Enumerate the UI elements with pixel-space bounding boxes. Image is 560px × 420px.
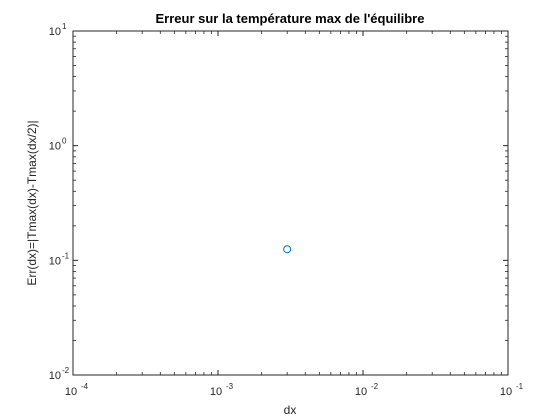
y-tick-exponent: -2 [62, 366, 70, 375]
y-tick-label: 10 [49, 26, 61, 38]
x-tick-label: 10 [355, 386, 367, 398]
x-tick-exponent: -3 [226, 382, 234, 391]
y-tick-label: 10 [49, 141, 61, 153]
tick-layer: 10 -4 10 -3 10 -2 10 -110 -210 -110 010 1 [49, 22, 524, 398]
x-tick-exponent: -4 [81, 382, 89, 391]
data-point [283, 245, 292, 254]
marks-layer [283, 245, 292, 254]
plot-area [72, 30, 509, 376]
y-tick-label: 10 [49, 370, 61, 382]
y-tick-exponent: 1 [62, 22, 67, 31]
y-tick-exponent: 0 [62, 137, 67, 146]
y-axis-label: Err(dx)=|Tmax(dx)-Tmax(dx/2)| [25, 120, 39, 285]
chart-title: Erreur sur la température max de l'équil… [156, 11, 425, 26]
x-tick-exponent: -2 [371, 382, 379, 391]
x-tick-label: 10 [65, 386, 77, 398]
x-tick-exponent: -1 [516, 382, 524, 391]
x-tick-label: 10 [500, 386, 512, 398]
y-tick-exponent: -1 [62, 251, 70, 260]
y-tick-label: 10 [49, 255, 61, 267]
x-axis-label: dx [284, 403, 297, 417]
x-tick-label: 10 [210, 386, 222, 398]
